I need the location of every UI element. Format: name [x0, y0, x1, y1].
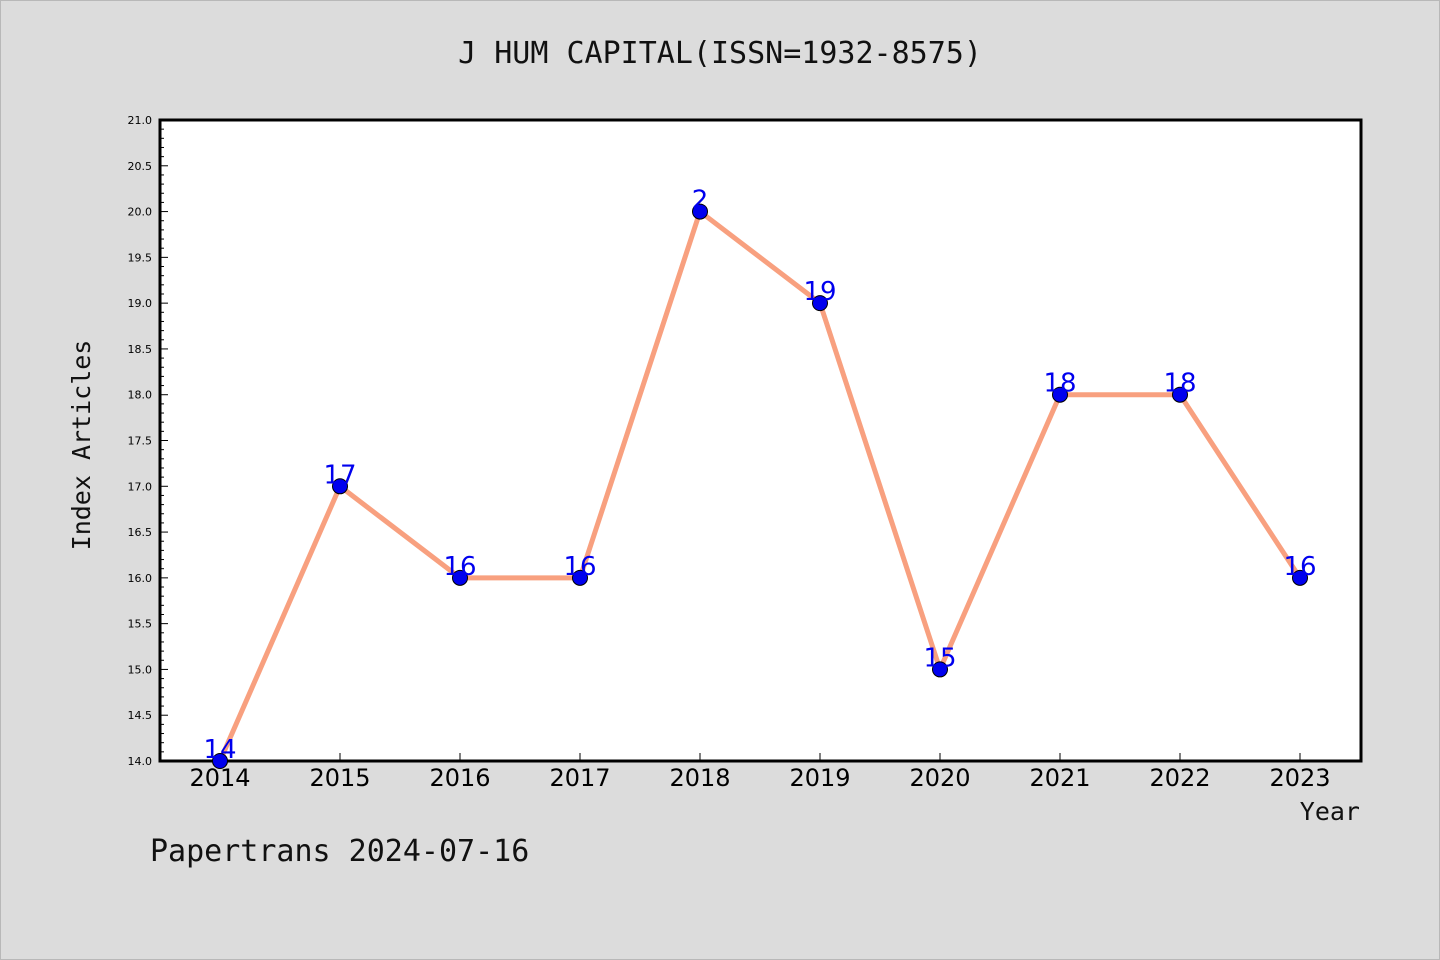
y-tick-label: 15.5: [128, 618, 153, 631]
y-tick-label: 14.0: [128, 755, 153, 768]
y-axis: 14.0 14.5 15.0 15.5 16.0 16.5 17.0 17.5 18.0 18.5…: [128, 114, 168, 768]
footer-note: Papertrans 2024-07-16: [150, 834, 530, 869]
data-point: [1052, 386, 1068, 403]
y-tick-label: 14.5: [128, 709, 153, 722]
data-label: 14: [203, 735, 236, 765]
y-tick-label: 17.0: [128, 480, 153, 493]
x-tick-label: 2016: [429, 764, 490, 792]
y-tick-label: 16.0: [128, 572, 153, 585]
x-tick-label: 2015: [309, 764, 370, 792]
x-tick-label: 2021: [1029, 764, 1090, 792]
x-tick-label: 2017: [549, 764, 610, 792]
y-tick-label: 16.5: [128, 526, 153, 539]
data-point: [1292, 569, 1308, 586]
series-group: [212, 203, 1308, 769]
y-tick-label: 20.5: [128, 160, 153, 173]
x-tick-label: 2019: [789, 764, 850, 792]
chart-title: J HUM CAPITAL(ISSN=1932-8575): [458, 36, 982, 71]
y-tick-label: 19.5: [128, 251, 153, 264]
plot-area: [158, 118, 1363, 763]
data-point: [812, 295, 828, 312]
y-tick-label: 19.0: [128, 297, 153, 310]
x-axis: 2014 2015 2016 2017 2018 2019 2020 2021 2022 2023: [189, 753, 1331, 792]
data-label: 15: [923, 643, 956, 673]
data-point: [1172, 386, 1188, 403]
data-label: 19: [803, 277, 836, 307]
data-point: [932, 661, 948, 678]
x-tick-label: 2018: [669, 764, 730, 792]
x-tick-label: 2020: [909, 764, 970, 792]
y-axis-title: Index Articles: [67, 340, 96, 551]
data-point: [692, 203, 708, 220]
data-label: 16: [443, 552, 476, 582]
y-tick-label: 21.0: [128, 114, 153, 127]
data-point: [572, 569, 588, 586]
y-tick-label: 18.5: [128, 343, 153, 356]
data-point: [452, 569, 468, 586]
y-tick-label: 18.0: [128, 389, 153, 402]
data-labels: 14 17 16 16 2 19 15 18 18 16: [203, 186, 1316, 765]
data-label: 16: [1283, 552, 1316, 582]
data-label: 17: [323, 460, 356, 490]
data-point: [332, 478, 348, 495]
data-label: 18: [1043, 369, 1076, 399]
y-tick-label: 20.0: [128, 206, 153, 219]
y-tick-label: 15.0: [128, 663, 153, 676]
series-line: [217, 209, 1303, 763]
data-label: 16: [563, 552, 596, 582]
data-label: 2: [692, 186, 709, 216]
data-label: 18: [1163, 369, 1196, 399]
x-tick-label: 2022: [1149, 764, 1210, 792]
x-axis-title: Year: [1300, 797, 1360, 826]
y-tick-label: 17.5: [128, 435, 153, 448]
data-point: [212, 753, 228, 769]
x-tick-label: 2023: [1269, 764, 1330, 792]
